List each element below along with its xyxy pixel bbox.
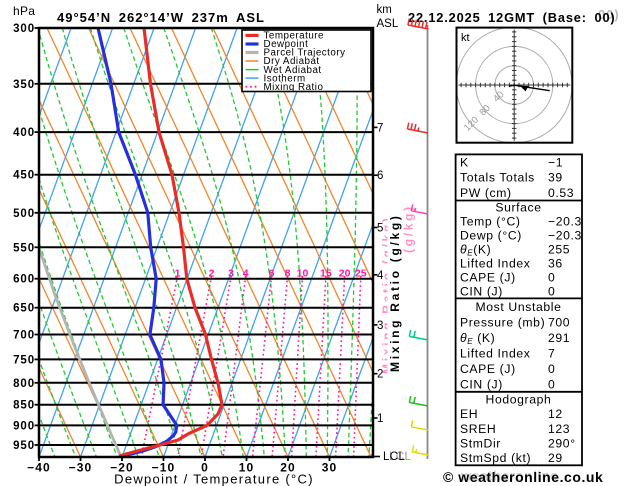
svg-text:CIN (J): CIN (J) [460, 285, 503, 299]
svg-text:450: 450 [13, 170, 35, 182]
svg-text:Lifted Index: Lifted Index [460, 257, 530, 271]
svg-text:5: 5 [377, 223, 383, 235]
svg-text:3: 3 [377, 320, 383, 332]
svg-text:0: 0 [548, 362, 555, 376]
svg-text:3: 3 [228, 268, 234, 280]
svg-text:−20.3: −20.3 [548, 229, 582, 243]
svg-text:−20: −20 [110, 461, 134, 475]
svg-text:Mixing Ratio (g/kg): Mixing Ratio (g/kg) [388, 213, 402, 372]
svg-text:20: 20 [280, 461, 296, 475]
svg-text:(g/kg): (g/kg) [402, 204, 416, 253]
svg-text:650: 650 [13, 303, 35, 315]
svg-text:K: K [460, 155, 469, 169]
svg-text:4: 4 [243, 268, 249, 280]
svg-text:300: 300 [13, 23, 35, 35]
svg-text:900: 900 [13, 420, 35, 432]
svg-text:EH: EH [460, 407, 478, 421]
svg-text:00): 00) [598, 7, 620, 22]
svg-text:Dewp (°C): Dewp (°C) [460, 229, 522, 243]
svg-text:49°54’N 262°14’W 237m ASL: 49°54’N 262°14’W 237m ASL [57, 10, 265, 25]
svg-text:2: 2 [377, 369, 383, 381]
svg-text:2: 2 [209, 268, 215, 280]
svg-text:Mixing Ratio: Mixing Ratio [264, 82, 324, 93]
svg-text:PW (cm): PW (cm) [460, 186, 512, 200]
svg-text:350: 350 [13, 79, 35, 91]
svg-text:15: 15 [320, 268, 332, 280]
svg-text:LCL: LCL [389, 451, 412, 463]
svg-text:500: 500 [13, 208, 35, 220]
svg-text:CIN (J): CIN (J) [460, 378, 503, 392]
svg-text:−30: −30 [69, 461, 93, 475]
svg-text:0: 0 [548, 285, 555, 299]
svg-text:Dry Adiabat: Dry Adiabat [264, 56, 320, 67]
svg-text:1: 1 [175, 268, 181, 280]
svg-text:36: 36 [548, 257, 563, 271]
svg-text:SREH: SREH [460, 422, 496, 436]
svg-text:1: 1 [377, 413, 383, 425]
svg-text:Pressure (mb): Pressure (mb) [460, 315, 545, 329]
svg-text:25: 25 [355, 268, 367, 280]
svg-text:6: 6 [269, 268, 275, 280]
svg-text:8: 8 [285, 268, 291, 280]
svg-text:30: 30 [322, 461, 338, 475]
svg-text:0: 0 [201, 461, 209, 475]
svg-text:700: 700 [548, 315, 570, 329]
svg-text:29: 29 [548, 451, 563, 465]
svg-text:−40: −40 [27, 461, 51, 475]
svg-text:20: 20 [339, 268, 351, 280]
svg-text:© weatheronline.co.uk: © weatheronline.co.uk [443, 469, 603, 485]
svg-text:600: 600 [13, 274, 35, 286]
svg-text:StmSpd (kt): StmSpd (kt) [460, 451, 531, 465]
svg-text:Parcel Trajectory: Parcel Trajectory [264, 48, 346, 59]
svg-text:−10: −10 [152, 461, 176, 475]
svg-text:weatheronline: weatheronline [460, 469, 558, 484]
svg-text:Lifted Index: Lifted Index [460, 347, 530, 361]
svg-text:StmDir: StmDir [460, 437, 501, 451]
svg-text:Hodograph: Hodograph [486, 392, 552, 406]
svg-text:12: 12 [548, 407, 563, 421]
svg-text:10: 10 [239, 461, 255, 475]
svg-text:−20.3: −20.3 [548, 215, 582, 229]
svg-text:10: 10 [297, 268, 309, 280]
svg-text:750: 750 [13, 354, 35, 366]
svg-text:22.12.2025 12GMT (Base: 00): 22.12.2025 12GMT (Base: 00) [408, 10, 616, 25]
svg-text:LCL: LCL [383, 451, 406, 463]
svg-text:Most Unstable: Most Unstable [476, 300, 562, 314]
svg-text:255: 255 [548, 243, 570, 257]
svg-text:0.53: 0.53 [548, 186, 574, 200]
svg-text:7: 7 [548, 347, 555, 361]
svg-text:950: 950 [13, 440, 35, 452]
svg-text:θE(K): θE(K) [460, 243, 491, 258]
svg-text:CAPE (J): CAPE (J) [460, 271, 516, 285]
svg-text:Wet Adiabat: Wet Adiabat [264, 65, 322, 76]
svg-text:Temp (°C): Temp (°C) [460, 215, 521, 229]
svg-text:850: 850 [13, 400, 35, 412]
svg-text:θE (K): θE (K) [460, 331, 495, 346]
svg-text:700: 700 [13, 330, 35, 342]
svg-text:290°: 290° [548, 437, 576, 451]
svg-text:kt: kt [461, 32, 470, 44]
svg-text:CAPE (J): CAPE (J) [460, 362, 516, 376]
svg-text:550: 550 [13, 242, 35, 254]
svg-text:−1: −1 [548, 155, 563, 169]
svg-text:Isotherm: Isotherm [264, 73, 306, 84]
svg-text:400: 400 [13, 127, 35, 139]
svg-text:Dewpoint / Temperature (°C): Dewpoint / Temperature (°C) [114, 472, 314, 486]
svg-text:Surface: Surface [495, 201, 541, 215]
svg-text:39: 39 [548, 171, 563, 185]
svg-text:0: 0 [548, 378, 555, 392]
svg-text:123: 123 [548, 422, 570, 436]
svg-text:km: km [377, 4, 392, 16]
svg-text:ASL: ASL [377, 18, 399, 30]
svg-text:Temperature: Temperature [264, 31, 325, 42]
svg-text:Totals Totals: Totals Totals [460, 171, 535, 185]
svg-text:291: 291 [548, 331, 570, 345]
svg-text:hPa: hPa [13, 4, 35, 18]
svg-text:4: 4 [377, 270, 384, 282]
svg-text:7: 7 [377, 122, 383, 134]
svg-text:6: 6 [377, 170, 383, 182]
svg-text:800: 800 [13, 378, 35, 390]
svg-text:Dewpoint: Dewpoint [264, 39, 309, 50]
svg-text:0: 0 [548, 271, 555, 285]
